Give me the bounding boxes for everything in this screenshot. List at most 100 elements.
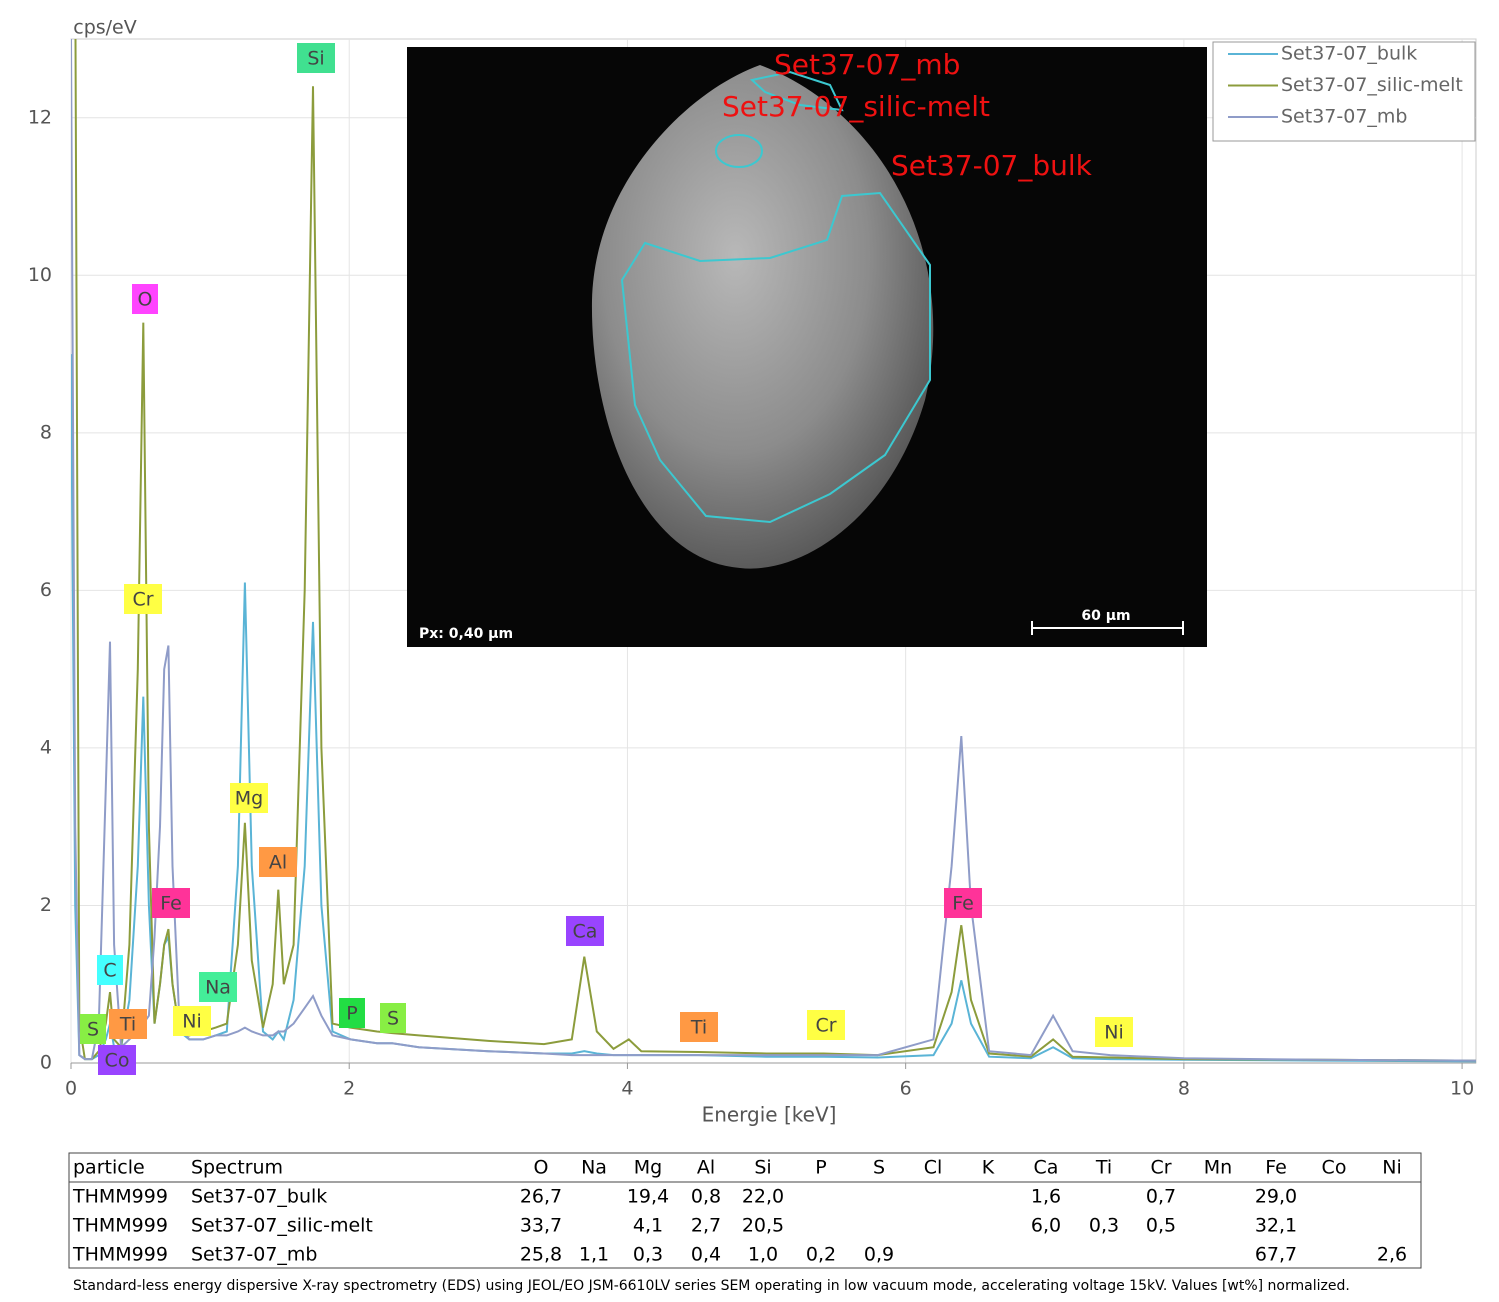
peak-label-box — [97, 955, 123, 985]
peak-label-box — [109, 1009, 147, 1039]
peak-label-box — [152, 888, 190, 918]
table-border — [68, 1152, 1422, 1269]
table-cell: 0,3 — [633, 1244, 663, 1266]
peak-label-box — [566, 916, 604, 946]
peak-label-box — [1095, 1017, 1133, 1047]
peak-label: C — [103, 960, 116, 982]
peak-label-box — [380, 1003, 406, 1033]
y-tick-label: 12 — [28, 106, 52, 128]
table-cell: 6,0 — [1031, 1215, 1061, 1237]
table-cell: 1,0 — [748, 1244, 778, 1266]
peak-label: S — [387, 1008, 399, 1030]
table-cell: O — [534, 1157, 549, 1179]
table-cell: 25,8 — [520, 1244, 562, 1266]
table-cell: 29,0 — [1255, 1186, 1297, 1208]
region-outline — [749, 70, 844, 112]
inset-label: Set37-07_bulk — [891, 149, 1093, 182]
table-cell: 0,3 — [1089, 1215, 1119, 1237]
peak-label-box — [807, 1010, 845, 1040]
x-tick-label: 6 — [900, 1078, 912, 1100]
table-cell: 2,6 — [1377, 1244, 1407, 1266]
legend-label: Set37-07_silic-melt — [1281, 74, 1463, 96]
region-outline — [620, 191, 931, 524]
sem-inset: Set37-07_mb Set37-07_silic-melt Set37-07… — [407, 47, 1207, 647]
pixel-size: Px: 0,40 µm — [419, 626, 513, 642]
peak-label-box — [259, 847, 297, 877]
legend-box — [1212, 41, 1476, 142]
x-tick-label: 8 — [1178, 1078, 1190, 1100]
y-axis-label: cps/eV — [73, 17, 137, 39]
peak-label: P — [346, 1003, 357, 1025]
peak-label: Ni — [182, 1011, 202, 1033]
table-cell: Cr — [1150, 1157, 1171, 1179]
table-cell: Si — [754, 1157, 771, 1179]
table-cell: Fe — [1265, 1157, 1287, 1179]
series-line — [71, 354, 1476, 1063]
peak-label: Na — [205, 977, 231, 999]
table-cell: 0,9 — [864, 1244, 894, 1266]
table-cell: 0,7 — [1146, 1186, 1176, 1208]
peak-label-box — [944, 888, 982, 918]
peak-label: Ni — [1104, 1022, 1124, 1044]
x-tick-label: 2 — [343, 1078, 355, 1100]
table-cell: S — [873, 1157, 885, 1179]
table-cell: THMM999 — [72, 1244, 168, 1266]
peak-label: Mg — [235, 788, 263, 810]
y-tick-label: 0 — [40, 1052, 52, 1074]
peak-label: Ca — [573, 921, 598, 943]
table-cell: 1,6 — [1031, 1186, 1061, 1208]
legend-label: Set37-07_bulk — [1281, 43, 1417, 65]
table-cell: THMM999 — [72, 1186, 168, 1208]
peak-label: S — [87, 1019, 99, 1041]
table-cell: Ni — [1382, 1157, 1402, 1179]
peak-label: Fe — [160, 893, 182, 915]
peak-label-box — [230, 783, 268, 813]
peak-label: Ti — [119, 1014, 136, 1036]
x-tick-label: 0 — [65, 1078, 77, 1100]
table-cell: Na — [581, 1157, 607, 1179]
y-tick-label: 4 — [40, 736, 52, 758]
table-cell: 0,5 — [1146, 1215, 1176, 1237]
x-tick-label: 4 — [621, 1078, 633, 1100]
peak-label: Co — [105, 1050, 130, 1072]
caption: Standard-less energy dispersive X-ray sp… — [73, 1278, 1350, 1294]
peak-label-box — [80, 1014, 106, 1044]
table-cell: Ti — [1095, 1157, 1112, 1179]
x-tick-label: 10 — [1450, 1078, 1474, 1100]
scale-bar-label: 60 µm — [1081, 608, 1130, 624]
peak-label: Si — [307, 48, 324, 70]
table-cell: Set37-07_bulk — [191, 1186, 327, 1208]
table-cell: Al — [697, 1157, 715, 1179]
y-tick-label: 6 — [40, 579, 52, 601]
table-cell: Set37-07_mb — [191, 1244, 317, 1266]
peak-label-box — [339, 998, 365, 1028]
table-cell: P — [815, 1157, 826, 1179]
table-cell: 0,4 — [691, 1244, 721, 1266]
particle — [591, 65, 934, 569]
legend-label: Set37-07_mb — [1281, 106, 1407, 128]
x-axis-label: Energie [keV] — [702, 1103, 837, 1127]
y-tick-label: 2 — [40, 894, 52, 916]
peak-label-box — [173, 1006, 211, 1036]
inset-label: Set37-07_mb — [774, 48, 960, 81]
peak-label-box — [199, 972, 237, 1002]
peak-label: Ti — [690, 1017, 707, 1039]
table-cell: 0,8 — [691, 1186, 721, 1208]
y-tick-label: 8 — [40, 421, 52, 443]
table-cell: Co — [1322, 1157, 1347, 1179]
table-cell: particle — [73, 1157, 145, 1179]
peak-label-box — [132, 284, 158, 314]
table-cell: 2,7 — [691, 1215, 721, 1237]
table-cell: Set37-07_silic-melt — [191, 1215, 373, 1237]
table-cell: Cl — [924, 1157, 943, 1179]
peak-label-box — [98, 1045, 136, 1075]
table-cell: Spectrum — [191, 1157, 283, 1179]
table-cell: 22,0 — [742, 1186, 784, 1208]
table-cell: 0,2 — [806, 1244, 836, 1266]
table-cell: 33,7 — [520, 1215, 562, 1237]
peak-label-box — [297, 43, 335, 73]
table-cell: 19,4 — [627, 1186, 669, 1208]
table-cell: THMM999 — [72, 1215, 168, 1237]
table-cell: 1,1 — [579, 1244, 609, 1266]
